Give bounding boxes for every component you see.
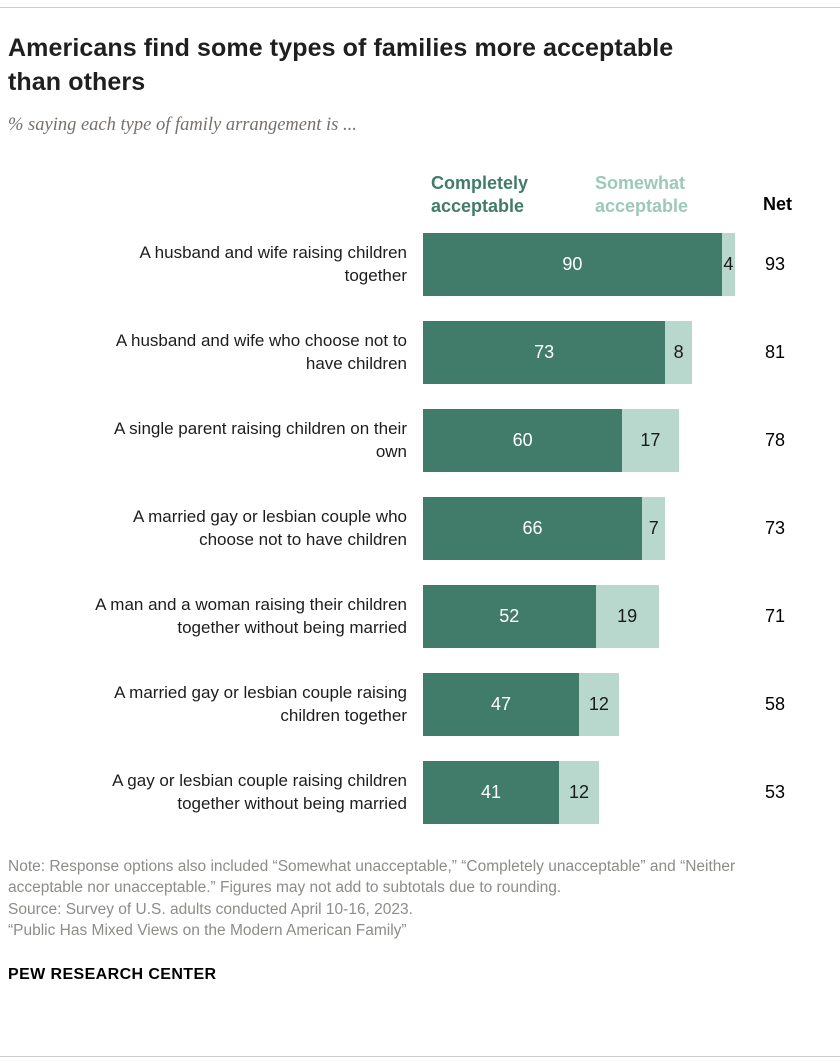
bar-value-label: 12 (569, 782, 590, 802)
legend: Completely acceptable Somewhat acceptabl… (8, 172, 812, 217)
legend-somewhat-acceptable: Somewhat acceptable (595, 173, 689, 216)
bar-somewhat-acceptable: 12 (559, 761, 599, 824)
bar-value-label: 73 (534, 342, 555, 362)
bar-completely-acceptable: 66 (423, 497, 643, 560)
bar-somewhat-acceptable: 12 (579, 673, 619, 736)
chart-rows: A husband and wife raising children toge… (8, 233, 812, 824)
bar-somewhat-acceptable: 7 (642, 497, 666, 560)
bar-somewhat-acceptable: 4 (721, 233, 736, 296)
chart-row: A husband and wife raising children toge… (8, 233, 812, 296)
legend-completely-acceptable: Completely acceptable (431, 173, 529, 216)
bar-value-label: 17 (640, 430, 661, 450)
row-bars: 60 17 (423, 409, 753, 472)
row-category-label-text: A married gay or lesbian couple who choo… (132, 507, 407, 549)
row-category-label-text: A man and a woman raising their children… (95, 595, 407, 637)
row-category-label: A husband and wife who choose not to hav… (8, 330, 423, 374)
bar-completely-acceptable: 41 (423, 761, 560, 824)
top-divider (0, 7, 840, 8)
bar-value-label: 47 (491, 694, 512, 714)
bar-value-label: 12 (588, 694, 609, 714)
row-bars: 73 8 (423, 321, 753, 384)
row-category-label: A gay or lesbian couple raising children… (8, 770, 423, 814)
row-net-value: 58 (765, 694, 786, 714)
bar-somewhat-acceptable: 8 (665, 321, 692, 384)
bar-completely-acceptable: 73 (423, 321, 666, 384)
bar-value-label: 52 (499, 606, 520, 626)
bar-somewhat-acceptable: 17 (622, 409, 679, 472)
bar-value-label: 19 (617, 606, 638, 626)
note-text: Note: Response options also included “So… (8, 858, 736, 897)
legend-net: Net (763, 194, 793, 214)
row-bars: 90 4 (423, 233, 753, 296)
row-category-label-text: A husband and wife who choose not to hav… (115, 331, 407, 373)
row-net-value: 53 (765, 782, 786, 802)
row-category-label: A married gay or lesbian couple raising … (8, 682, 423, 726)
bottom-divider (0, 1056, 840, 1057)
bar-completely-acceptable: 90 (423, 233, 722, 296)
bar-value-label: 8 (673, 342, 684, 362)
bar-completely-acceptable: 47 (423, 673, 580, 736)
row-category-label-text: A gay or lesbian couple raising children… (112, 771, 407, 813)
row-net-value: 78 (765, 430, 786, 450)
bar-completely-acceptable: 52 (423, 585, 596, 648)
bar-value-label: 41 (481, 782, 502, 802)
row-category-label: A husband and wife raising children toge… (8, 242, 423, 286)
bar-value-label: 60 (512, 430, 533, 450)
bar-somewhat-acceptable: 19 (595, 585, 659, 648)
bar-value-label: 7 (648, 518, 659, 538)
report-title-text: “Public Has Mixed Views on the Modern Am… (8, 922, 407, 940)
chart-row: A married gay or lesbian couple raising … (8, 673, 812, 736)
row-net-value: 71 (765, 606, 786, 626)
chart-subtitle: % saying each type of family arrangement… (8, 115, 357, 135)
bar-value-label: 66 (522, 518, 543, 538)
footer-brand: PEW RESEARCH CENTER (8, 965, 217, 983)
bar-completely-acceptable: 60 (423, 409, 623, 472)
row-bars: 41 12 (423, 761, 753, 824)
row-bars: 52 19 (423, 585, 753, 648)
row-net-value: 73 (765, 518, 786, 538)
chart-notes: Note: Response options also included “So… (8, 856, 810, 942)
row-net-value: 81 (765, 342, 786, 362)
row-category-label-text: A husband and wife raising children toge… (139, 243, 407, 285)
chart-row: A single parent raising children on thei… (8, 409, 812, 472)
chart-row: A gay or lesbian couple raising children… (8, 761, 812, 824)
row-category-label: A married gay or lesbian couple who choo… (8, 506, 423, 550)
bar-value-label: 90 (562, 254, 583, 274)
row-net-value: 93 (765, 254, 786, 274)
row-category-label-text: A single parent raising children on thei… (114, 419, 407, 461)
page: Americans find some types of families mo… (8, 34, 812, 983)
source-text: Source: Survey of U.S. adults conducted … (8, 900, 413, 918)
row-category-label: A man and a woman raising their children… (8, 594, 423, 638)
row-category-label: A single parent raising children on thei… (8, 418, 423, 462)
row-bars: 47 12 (423, 673, 753, 736)
bar-value-label: 4 (723, 254, 734, 274)
row-bars: 66 7 (423, 497, 753, 560)
row-category-label-text: A married gay or lesbian couple raising … (114, 683, 407, 725)
legend-columns: Completely acceptable Somewhat acceptabl… (423, 172, 753, 217)
chart-row: A man and a woman raising their children… (8, 585, 812, 648)
chart-title: Americans find some types of families mo… (8, 34, 674, 96)
chart-row: A married gay or lesbian couple who choo… (8, 497, 812, 560)
chart-row: A husband and wife who choose not to hav… (8, 321, 812, 384)
